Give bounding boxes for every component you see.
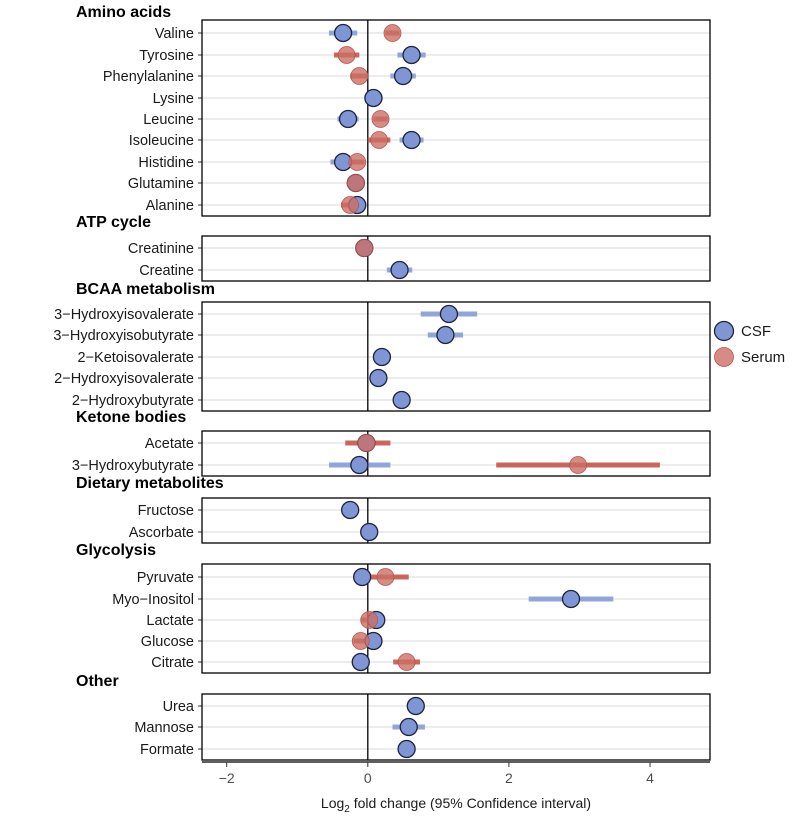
panel-frame bbox=[201, 693, 711, 761]
csf-point bbox=[402, 45, 421, 65]
group-panel: Ketone bodies Acetate 3−Hydroxybutyrate bbox=[72, 409, 711, 477]
row-label: Acetate bbox=[145, 436, 194, 452]
x-tick-label: 0 bbox=[364, 770, 372, 786]
legend: CSF Serum bbox=[713, 320, 785, 367]
csf-point bbox=[353, 567, 372, 587]
group-title: BCAA metabolism bbox=[76, 281, 215, 298]
legend-serum-label: Serum bbox=[741, 349, 785, 366]
x-tick-label: 4 bbox=[646, 770, 654, 786]
row-label: 3−Hydroxyisobutyrate bbox=[53, 328, 194, 344]
row-label: Glucose bbox=[141, 634, 194, 650]
row-label: Pyruvate bbox=[137, 570, 194, 586]
x-tick-label: −2 bbox=[219, 770, 235, 786]
serum-point bbox=[355, 239, 374, 257]
row-label: Histidine bbox=[138, 155, 194, 171]
panel-frame bbox=[201, 497, 711, 544]
csf-point bbox=[350, 455, 369, 475]
row-label: 2−Hydroxybutyrate bbox=[72, 393, 194, 409]
row-label: Creatine bbox=[139, 263, 194, 279]
group-panel: Other Urea Mannose Formate bbox=[76, 673, 711, 761]
csf-point bbox=[341, 500, 360, 520]
group-panel: ATP cycle Creatinine Creatine bbox=[76, 214, 711, 282]
group-panel: BCAA metabolism 3−Hydroxyisovalerate 3−Hyd… bbox=[53, 281, 711, 412]
csf-point bbox=[364, 88, 383, 108]
serum-point bbox=[376, 568, 395, 586]
legend-serum-swatch bbox=[714, 347, 734, 367]
x-tick-label: 2 bbox=[505, 770, 513, 786]
group-panel: Glycolysis Pyruvate Myo−Inositol Lactate Glu… bbox=[76, 542, 711, 674]
group-title: Dietary metabolites bbox=[76, 475, 224, 492]
row-label: Citrate bbox=[151, 655, 194, 671]
x-axis-title: Log2 fold change (95% Confidence interva… bbox=[321, 795, 591, 815]
row-label: Lactate bbox=[146, 613, 194, 629]
panel-frame bbox=[201, 19, 711, 217]
row-label: 3−Hydroxybutyrate bbox=[72, 458, 194, 474]
row-label: Leucine bbox=[143, 112, 194, 128]
serum-point bbox=[341, 196, 360, 214]
group-panel: Dietary metabolites Fructose Ascorbate bbox=[76, 475, 711, 544]
row-label: Glutamine bbox=[128, 176, 194, 192]
serum-point bbox=[370, 131, 388, 149]
row-label: Myo−Inositol bbox=[112, 592, 194, 608]
row-label: 3−Hydroxyisovalerate bbox=[54, 307, 194, 323]
serum-point bbox=[569, 456, 587, 474]
serum-point bbox=[348, 153, 367, 171]
serum-point bbox=[350, 67, 369, 85]
csf-point bbox=[402, 130, 421, 150]
row-label: Urea bbox=[163, 699, 195, 715]
serum-point bbox=[371, 110, 390, 128]
csf-point bbox=[439, 304, 459, 324]
csf-point bbox=[360, 522, 379, 542]
panel-frame bbox=[201, 301, 711, 412]
panel-frame bbox=[201, 235, 711, 282]
serum-point bbox=[337, 46, 356, 64]
csf-point bbox=[390, 260, 409, 280]
group-title: Glycolysis bbox=[76, 542, 156, 559]
row-label: Valine bbox=[155, 26, 194, 42]
serum-point bbox=[397, 653, 416, 671]
serum-point bbox=[383, 24, 402, 42]
row-label: Alanine bbox=[146, 198, 194, 214]
row-label: Isoleucine bbox=[129, 133, 194, 149]
row-label: 2−Ketoisovalerate bbox=[78, 350, 194, 366]
legend-csf-swatch bbox=[713, 320, 735, 342]
csf-point bbox=[393, 66, 413, 86]
row-label: Creatinine bbox=[128, 241, 194, 257]
row-label: Fructose bbox=[138, 503, 194, 519]
group-title: Ketone bodies bbox=[76, 409, 186, 426]
group-panel: Amino acids Valine Tyrosine Phenylalanine Ly… bbox=[76, 4, 711, 217]
csf-point bbox=[397, 739, 416, 759]
row-label: Lysine bbox=[153, 91, 194, 107]
panel-frame bbox=[201, 430, 711, 477]
csf-point bbox=[406, 696, 425, 716]
row-label: Tyrosine bbox=[139, 48, 194, 64]
row-label: Ascorbate bbox=[129, 525, 194, 541]
panel-frame bbox=[201, 563, 711, 674]
serum-point bbox=[351, 632, 370, 650]
legend-csf-label: CSF bbox=[741, 323, 771, 340]
csf-point bbox=[436, 325, 455, 345]
group-title: Amino acids bbox=[76, 4, 171, 21]
csf-point bbox=[338, 109, 358, 129]
csf-point bbox=[561, 589, 581, 609]
row-label: Formate bbox=[140, 742, 194, 758]
csf-point bbox=[351, 652, 370, 672]
csf-point bbox=[369, 368, 388, 388]
row-label: 2−Hydroxyisovalerate bbox=[54, 371, 194, 387]
row-label: Phenylalanine bbox=[103, 69, 194, 85]
csf-point bbox=[399, 717, 418, 737]
csf-point bbox=[333, 23, 353, 43]
group-title: Other bbox=[76, 673, 119, 690]
csf-point bbox=[372, 347, 392, 367]
serum-point bbox=[346, 174, 365, 192]
csf-point bbox=[392, 390, 411, 410]
group-title: ATP cycle bbox=[76, 214, 151, 231]
row-label: Mannose bbox=[134, 720, 194, 736]
serum-point bbox=[360, 611, 379, 629]
x-axis: −2 0 2 4 Log2 fold change (95% Confidence in… bbox=[202, 761, 710, 815]
serum-point bbox=[357, 434, 376, 452]
